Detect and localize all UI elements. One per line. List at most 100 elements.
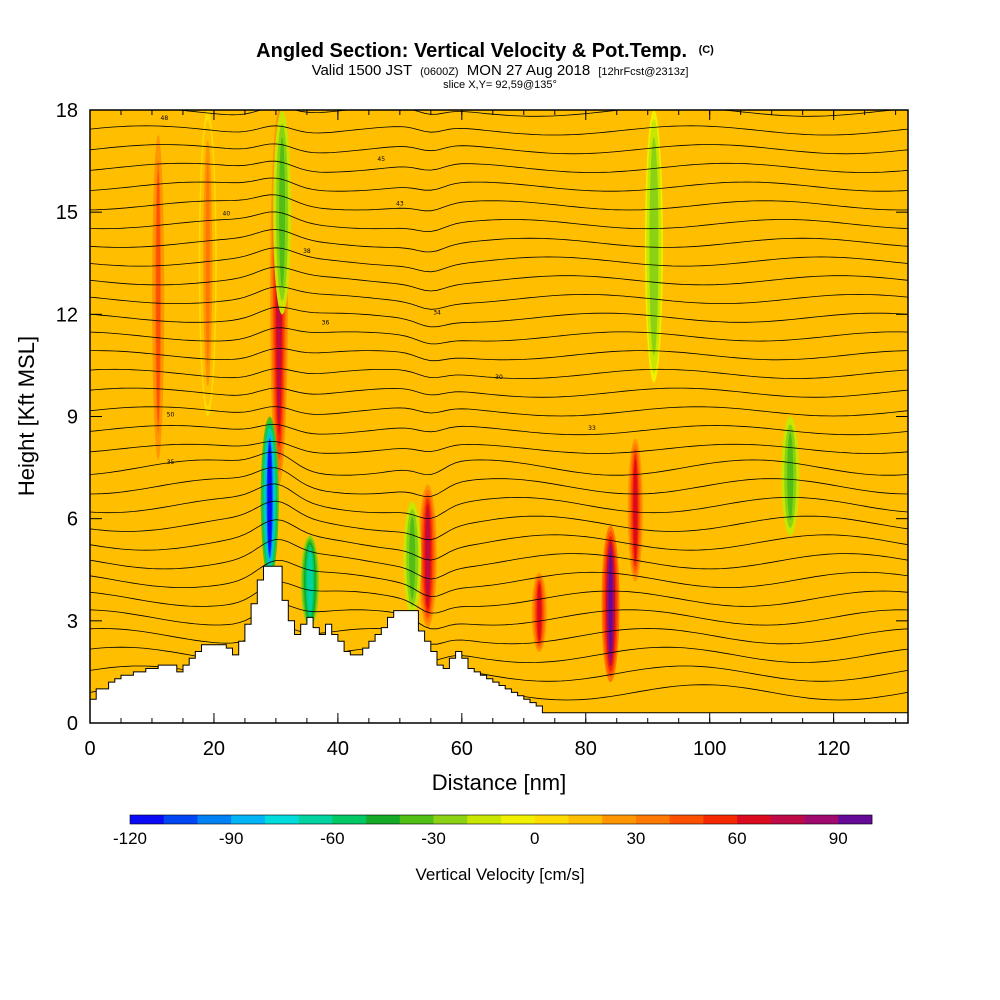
- x-tick-label: 100: [693, 738, 726, 760]
- colorbar-frame: [129, 814, 873, 825]
- copyright-mark: (C): [699, 44, 715, 56]
- isentrope-line: [90, 247, 908, 273]
- isentrope-line: [90, 625, 908, 645]
- isentrope-line: [90, 143, 908, 155]
- terrain-profile: [90, 565, 908, 723]
- colorbar-swatch: [804, 815, 839, 824]
- isentrope-line: [90, 211, 908, 232]
- isentrope-line: [90, 160, 908, 173]
- isentrope-line: [90, 327, 908, 345]
- downdraft-core-4: [644, 110, 663, 383]
- isentrope-label: 34: [433, 309, 441, 316]
- colorbar: -120 -90 -60 -30 0 30 60 90: [113, 814, 873, 848]
- colorbar-swatch: [534, 815, 569, 824]
- isentrope-line: [90, 368, 908, 379]
- isentrope-label: 40: [223, 211, 231, 218]
- isentrope-line: [90, 229, 908, 253]
- isentrope-line: [90, 519, 908, 561]
- downdraft-core-3: [273, 110, 292, 315]
- colorbar-swatch: [264, 815, 299, 824]
- colorbar-tick-label: -60: [320, 829, 345, 848]
- isentrope-line: [90, 348, 908, 362]
- y-tick-label: 15: [56, 202, 78, 224]
- colorbar-swatch: [635, 815, 670, 824]
- x-axis: 0 20 40 60 80 100 120: [84, 110, 897, 760]
- downdraft-core-5: [781, 416, 800, 536]
- isentrope-line: [90, 539, 908, 580]
- isentrope-line: [90, 406, 908, 417]
- isentrope-line: [90, 306, 908, 328]
- isentrope-line: [90, 266, 908, 292]
- terrain-mask: [90, 565, 908, 723]
- chart-title: Angled Section: Vertical Velocity & Pot.…: [256, 40, 714, 62]
- downdraft-core-1: [300, 535, 319, 628]
- isentrope-line: [90, 177, 908, 192]
- colorbar-tick-label: 0: [530, 829, 539, 848]
- colorbar-tick-label: 60: [728, 829, 747, 848]
- colorbar-swatch: [163, 815, 198, 824]
- isentrope-label: 50: [167, 412, 175, 419]
- field-background: [90, 110, 908, 723]
- colorbar-swatch: [703, 815, 738, 824]
- colorbar-swatch: [197, 815, 232, 824]
- x-tick-label: 0: [84, 738, 95, 760]
- colorbar-label: Vertical Velocity [cm/s]: [415, 865, 584, 884]
- isentrope-line: [90, 500, 908, 541]
- y-tick-label: 6: [67, 509, 78, 531]
- y-tick-label: 12: [56, 304, 78, 326]
- isentrope-line: [90, 423, 908, 436]
- isentrope-line: [90, 286, 908, 310]
- colorbar-tick-label: -90: [219, 829, 244, 848]
- colorbar-swatch: [332, 815, 367, 824]
- colorbar-swatch: [399, 815, 434, 824]
- x-tick-label: 80: [575, 738, 597, 760]
- updraft-core-0: [149, 110, 168, 485]
- isentrope-label: 43: [396, 200, 404, 207]
- x-tick-label: 60: [451, 738, 473, 760]
- x-axis-label: Distance [nm]: [432, 770, 567, 795]
- isentrope-label: 48: [161, 115, 169, 122]
- downdraft-core-2: [403, 501, 422, 615]
- colorbar-swatch: [669, 815, 704, 824]
- colorbar-swatch: [298, 815, 333, 824]
- colorbar-swatch: [770, 815, 805, 824]
- isentrope-line: [90, 603, 908, 630]
- y-tick-label: 0: [67, 713, 78, 735]
- isentrope-line: [90, 483, 908, 519]
- colorbar-swatch: [366, 815, 401, 824]
- colorbar-swatch: [231, 815, 266, 824]
- colorbar-swatch: [737, 815, 772, 824]
- colorbar-swatch: [568, 815, 603, 824]
- slice-info: slice X,Y= 92,59@135°: [443, 79, 557, 91]
- x-tick-label: 20: [203, 738, 225, 760]
- colorbar-tick-label: 90: [829, 829, 848, 848]
- isentrope-line: [90, 125, 908, 136]
- isentrope-label: 45: [377, 156, 385, 163]
- colorbar-swatch: [501, 815, 536, 824]
- colorbar-swatch: [602, 815, 637, 824]
- chart-subtitle: Valid 1500 JST (0600Z) MON 27 Aug 2018 […: [312, 62, 689, 79]
- isentrope-line: [90, 581, 908, 614]
- x-tick-label: 120: [817, 738, 850, 760]
- isentrope-line: [90, 441, 908, 454]
- isentrope-label: 38: [303, 248, 311, 255]
- y-tick-label: 18: [56, 100, 78, 122]
- isentrope-label: 30: [495, 374, 503, 381]
- isentrope-line: [90, 451, 908, 476]
- isentrope-label: 35: [167, 459, 175, 466]
- updraft-core-4: [530, 569, 549, 655]
- colorbar-swatch: [130, 815, 165, 824]
- colorbar-swatch: [433, 815, 468, 824]
- isentrope-label: 33: [588, 425, 596, 432]
- colorbar-swatch: [838, 815, 873, 824]
- colorbar-tick-label: 30: [626, 829, 645, 848]
- downdraft-core-0: [260, 416, 279, 580]
- isentrope-line: [90, 387, 908, 398]
- x-tick-label: 40: [327, 738, 349, 760]
- y-axis-label: Height [Kft MSL]: [14, 336, 39, 496]
- updraft-core-5: [601, 525, 620, 683]
- isentrope-line: [90, 467, 908, 497]
- colorbar-tick-label: -120: [113, 829, 147, 848]
